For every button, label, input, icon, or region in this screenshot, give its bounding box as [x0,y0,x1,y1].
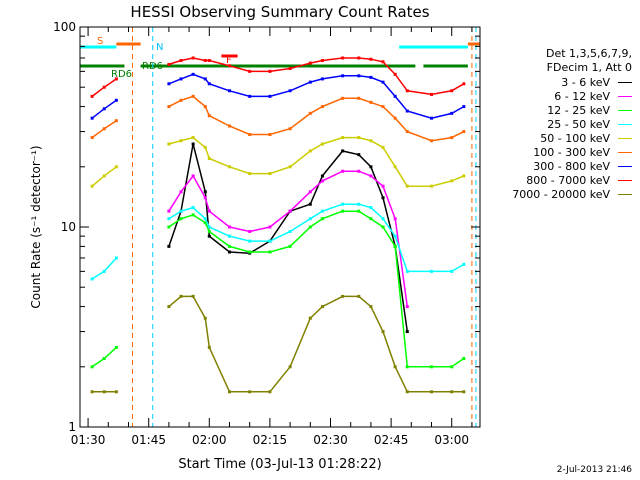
timestamp: 2-Jul-2013 21:46 [556,465,632,475]
data-point [167,225,171,229]
legend-header-line-1: Det 1,3,5,6,7,9, [545,47,632,60]
series-line-3 [91,257,117,280]
series-line-1 [168,170,409,307]
legend-label: 7000 - 20000 keV [512,187,610,201]
annotations: S N RD6 RD6 F [97,36,232,80]
legend-swatch [618,109,632,111]
legend-swatch [618,95,632,97]
y-tick-label: 1 [68,420,76,434]
data-point [462,82,466,86]
x-axis-label: Start Time (03-Jul-13 01:28:22) [178,457,381,472]
legend-entry: 800 - 7000 keV [480,173,632,187]
series-5 [90,94,466,143]
legend-entry: 3 - 6 keV [480,75,632,89]
legend-swatch [618,151,632,153]
data-point [462,262,466,266]
annotation-s: S [97,36,103,47]
series-2 [90,209,466,369]
series-line-3 [168,203,465,273]
data-point [462,130,466,134]
data-point [167,305,171,309]
chart-title: HESSI Observing Summary Count Rates [130,3,429,21]
data-point [167,142,171,146]
x-tick-label: 01:30 [71,433,106,447]
series-4 [90,136,466,188]
legend-label: 6 - 12 keV [554,89,610,103]
series-line-7 [168,57,465,96]
annotation-n: N [156,42,163,53]
series-8 [90,294,466,394]
series-line-4 [168,136,465,187]
annotation-f: F [226,55,232,66]
x-axis: 01:30 01:45 02:00 02:15 02:30 02:45 03:00 [71,27,473,447]
legend-header-line-2: FDecim 1, Att 0 [546,61,632,74]
x-tick-label: 02:30 [313,433,348,447]
data-point [167,105,171,109]
plot-area [80,27,480,427]
data-point [462,174,466,178]
series-line-7 [91,78,117,97]
series-line-4 [91,166,117,187]
data-point [462,357,466,361]
legend-entry: 6 - 12 keV [480,89,632,103]
series-6 [90,72,466,120]
legend-label: 800 - 7000 keV [526,173,610,187]
y-tick-label: 100 [53,20,76,34]
series-line-2 [168,210,465,368]
legend-entry: 50 - 100 keV [480,131,632,145]
legend-label: 50 - 100 keV [540,131,610,145]
x-tick-label: 02:00 [192,433,227,447]
legend-label: 12 - 25 keV [547,103,610,117]
annotation-rd6: RD6 [111,69,132,80]
series-line-5 [168,95,465,142]
series-line-6 [91,99,117,119]
series-3 [90,202,466,281]
series-line-8 [168,295,464,393]
series-line-2 [91,346,117,368]
legend-swatch [618,123,632,125]
legend-entry: 100 - 300 keV [480,145,632,159]
legend-label: 25 - 50 keV [547,117,610,131]
series-7 [90,56,466,98]
legend: Det 1,3,5,6,7,9, FDecim 1, Att 0 3 - 6 k… [480,47,632,201]
legend-entry: 25 - 50 keV [480,117,632,131]
y-axis-label: Count Rate (s⁻¹ detector⁻¹) [29,145,43,308]
legend-swatch [618,179,632,181]
legend-label: 300 - 800 keV [533,159,610,173]
legend-entry: 12 - 25 keV [480,103,632,117]
y-tick-label: 10 [61,220,76,234]
data-point [167,82,171,86]
legend-swatch [618,165,632,167]
legend-entry: 300 - 800 keV [480,159,632,173]
y-axis: 1 10 100 [53,20,480,434]
series-line-6 [168,73,465,119]
data-point [167,217,171,221]
series-line-0 [168,143,409,332]
series-line-5 [91,120,117,139]
x-tick-label: 01:45 [131,433,166,447]
annotation-rd6: RD6 [142,61,163,72]
legend-rows: 3 - 6 keV 6 - 12 keV 12 - 25 keV 25 - 50 ke… [480,75,632,201]
x-tick-label: 03:00 [434,433,469,447]
data-point [167,62,171,66]
data-point [462,105,466,109]
x-tick-label: 02:15 [253,433,288,447]
legend-swatch [618,137,632,139]
legend-swatch [618,193,632,195]
x-tick-label: 02:45 [374,433,409,447]
series-1 [167,169,409,309]
legend-label: 100 - 300 keV [533,145,610,159]
legend-swatch [618,81,632,83]
series-0 [167,142,409,334]
legend-entry: 7000 - 20000 keV [480,187,632,201]
legend-label: 3 - 6 keV [561,75,610,89]
data-point [462,390,466,394]
